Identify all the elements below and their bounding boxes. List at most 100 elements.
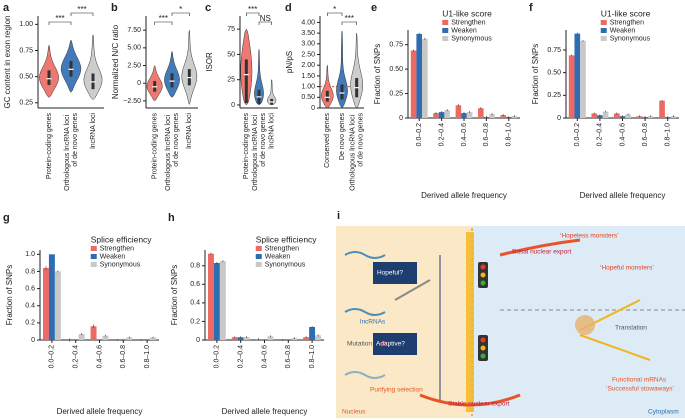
legend-label: Strengthen <box>610 19 644 26</box>
legend-swatch <box>442 20 449 25</box>
legend-label: Weaken <box>100 253 126 260</box>
significance: NS <box>260 14 271 23</box>
x-tick-label: lncRNA loci <box>186 113 193 149</box>
x-tick-label: Protein-coding genes <box>243 113 250 180</box>
y-tick-label: 2.00 <box>301 62 315 69</box>
bar <box>659 100 665 118</box>
legend-label: Synonymous <box>265 261 306 268</box>
label: Cytoplasm <box>648 409 679 416</box>
y-tick-label: 7.50 <box>127 27 141 34</box>
y-tick-label: 50 <box>227 51 235 58</box>
label: Basal nuclear export <box>512 249 571 256</box>
bar <box>303 337 310 340</box>
light <box>480 264 486 270</box>
y-tick-label: 0 <box>137 80 141 87</box>
y-tick-label: 0.25 <box>389 90 403 97</box>
x-tick-label: 0.4–0.6 <box>261 345 268 368</box>
panel-letter: f <box>529 2 533 14</box>
legend-swatch <box>600 20 607 25</box>
legend-swatch <box>600 28 607 33</box>
x-tick-label: 0.0–0.2 <box>49 345 56 368</box>
y-tick-label: 1.50 <box>301 73 315 80</box>
bracket <box>327 12 343 16</box>
x-tick-label: 0.0–0.2 <box>574 123 581 146</box>
significance: * <box>179 5 182 14</box>
panel-letter: g <box>3 212 10 224</box>
panel-letter: c <box>205 2 211 14</box>
bar <box>309 327 316 340</box>
x-tick-label: Protein-coding genes <box>46 113 53 180</box>
legend-label: Synonymous <box>610 35 651 42</box>
bar <box>466 112 473 118</box>
x-tick-label: Orthologous lncRNA loci of de novo genes <box>350 113 365 191</box>
bar <box>636 116 643 118</box>
bar <box>416 33 422 118</box>
x-axis-title: Derived allele frequency <box>580 191 666 200</box>
box <box>340 84 344 100</box>
bar <box>213 262 220 340</box>
legend-label: Synonymous <box>451 35 492 42</box>
x-tick-label: 0.0–0.2 <box>416 123 423 146</box>
bar <box>48 254 55 340</box>
panel-letter: b <box>111 2 118 14</box>
significance: *** <box>159 14 168 23</box>
legend-label: Strengthen <box>451 19 485 26</box>
y-tick-label: 75 <box>227 26 235 33</box>
bar <box>568 55 575 118</box>
y-tick-label: 0.6 <box>190 281 200 288</box>
bar <box>219 261 226 340</box>
y-tick-label: 1.0 <box>25 251 35 258</box>
panel-i: i ‘Hopeless monsters’ Basal nuclear expo… <box>336 210 685 418</box>
mutation-mark <box>382 341 386 345</box>
y-tick-label: 0 <box>196 337 200 344</box>
hopeful-box <box>373 262 417 284</box>
legend-swatch <box>90 246 97 251</box>
y-tick-label: 25 <box>227 77 235 84</box>
adaptive-box <box>373 333 417 355</box>
y-tick-label: 0 <box>31 337 35 344</box>
legend-swatch <box>255 254 262 259</box>
y-axis-title: Fraction of SNPs <box>531 44 540 104</box>
violin <box>83 34 103 100</box>
y-tick-label: 0.50 <box>19 73 33 80</box>
y-tick-label: 0.75 <box>389 42 403 49</box>
label: lncRNAs <box>360 319 386 326</box>
legend-title: U1-like score <box>601 8 651 18</box>
y-tick-label: 2.50 <box>301 51 315 58</box>
violin <box>321 65 334 109</box>
y-tick-label: 0.8 <box>25 268 35 275</box>
box <box>47 70 51 85</box>
y-tick-label: 0.4 <box>190 300 200 307</box>
label: ‘Successful stowaways’ <box>606 386 674 393</box>
bracket <box>48 21 72 25</box>
bracket <box>258 21 272 25</box>
bar <box>647 116 654 118</box>
x-tick-label: 0.4–0.6 <box>461 123 468 146</box>
legend-label: Strengthen <box>265 245 299 252</box>
arrow <box>419 393 521 407</box>
bar <box>580 40 586 118</box>
bar <box>42 268 49 340</box>
y-tick-label: 0 <box>557 115 561 122</box>
bar <box>591 113 598 118</box>
y-tick-label: 5.00 <box>127 45 141 52</box>
light <box>480 337 486 343</box>
ribosome <box>575 315 595 335</box>
x-tick-label: 0.6–0.8 <box>483 123 490 146</box>
label: Mutation <box>347 341 372 348</box>
legend-swatch <box>442 28 449 33</box>
label: Translation <box>615 325 647 332</box>
legend-title: Splice efficiency <box>91 234 153 244</box>
label: ‘Hopeless monsters’ <box>560 233 619 240</box>
y-tick-label: 0.50 <box>547 69 561 76</box>
legend-label: Weaken <box>610 27 636 34</box>
y-tick-label: 0.8 <box>190 263 200 270</box>
x-tick-label: Orthologous lncRNA loci of de novo genes <box>64 113 79 191</box>
y-tick-label: 2.50 <box>127 62 141 69</box>
label: Functional mRNAs <box>612 377 667 384</box>
label: Nucleus <box>342 409 366 416</box>
legend-title: Splice efficiency <box>256 234 318 244</box>
x-tick-label: Orthologous lncRNA loci of de novo genes <box>252 113 267 191</box>
x-tick-label: Protein-coding genes <box>152 113 159 180</box>
x-tick-label: 0.8–1.0 <box>506 123 513 146</box>
